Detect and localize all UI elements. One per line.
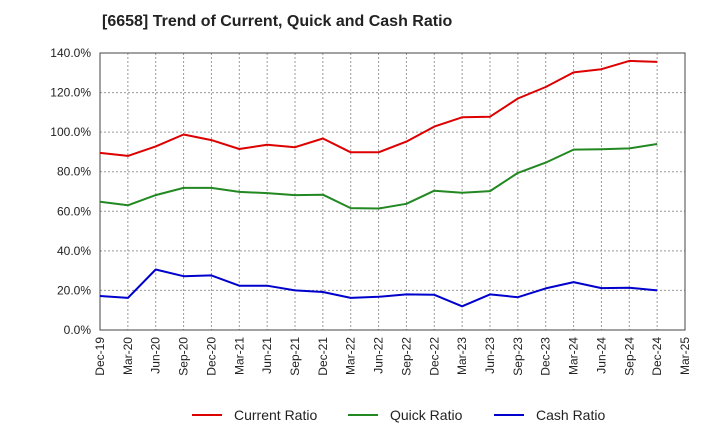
y-axis-ticks: 0.0% 20.0% 40.0% 60.0% 80.0% 100.0% 120.0% 140.…	[50, 46, 91, 337]
legend-item-quick-ratio: Quick Ratio	[348, 402, 462, 428]
y-tick-label: 40.0%	[57, 244, 91, 258]
chart-title: [6658] Trend of Current, Quick and Cash …	[102, 13, 453, 30]
y-tick-label: 120.0%	[50, 86, 91, 100]
x-tick-label: Mar-21	[232, 337, 246, 375]
legend-item-cash-ratio: Cash Ratio	[494, 402, 605, 428]
legend-label-cash-ratio: Cash Ratio	[536, 407, 606, 423]
x-tick-label: Jun-22	[372, 337, 386, 374]
x-tick-label: Jun-21	[260, 337, 274, 374]
series-line-current-ratio	[99, 59, 658, 157]
x-tick-label: Sep-24	[622, 337, 636, 376]
x-tick-label: Mar-20	[121, 337, 135, 375]
y-tick-label: 0.0%	[64, 323, 92, 337]
x-tick-label: Jun-23	[483, 337, 497, 374]
x-tick-label: Sep-20	[177, 337, 191, 376]
x-tick-label: Mar-25	[678, 337, 692, 375]
x-tick-label: Dec-23	[539, 337, 553, 376]
series-line-cash-ratio	[99, 268, 658, 308]
legend-swatch-cash-ratio	[494, 414, 524, 416]
x-tick-label: Dec-20	[204, 337, 218, 376]
series-lines	[99, 59, 658, 308]
x-tick-label: Sep-23	[511, 337, 525, 376]
x-tick-label: Sep-22	[399, 337, 413, 376]
y-tick-label: 100.0%	[50, 125, 91, 139]
y-tick-label: 80.0%	[57, 165, 91, 179]
x-tick-label: Dec-19	[93, 337, 107, 376]
x-tick-label: Jun-24	[594, 337, 608, 374]
legend-swatch-quick-ratio	[348, 414, 378, 416]
x-tick-label: Dec-24	[650, 337, 664, 376]
series-line-quick-ratio	[99, 143, 658, 210]
y-tick-label: 140.0%	[50, 46, 91, 60]
legend-swatch-current-ratio	[192, 414, 222, 416]
y-tick-label: 60.0%	[57, 204, 91, 218]
legend-label-current-ratio: Current Ratio	[234, 407, 318, 423]
legend-label-quick-ratio: Quick Ratio	[390, 407, 463, 423]
chart-legend: Current Ratio Quick Ratio Cash Ratio	[0, 402, 720, 428]
legend-item-current-ratio: Current Ratio	[192, 402, 317, 428]
x-tick-label: Sep-21	[288, 337, 302, 376]
x-tick-label: Mar-23	[455, 337, 469, 375]
x-tick-label: Dec-22	[427, 337, 441, 376]
y-tick-label: 20.0%	[57, 283, 91, 297]
x-tick-label: Mar-22	[344, 337, 358, 375]
x-tick-label: Mar-24	[567, 337, 581, 375]
x-tick-label: Dec-21	[316, 337, 330, 376]
x-axis-ticks: Dec-19 Mar-20 Jun-20 Sep-20 Dec-20 Mar-21 Jun-…	[93, 337, 692, 376]
gridlines	[100, 53, 685, 330]
plot-frame	[99, 52, 686, 331]
x-tick-label: Jun-20	[149, 337, 163, 374]
